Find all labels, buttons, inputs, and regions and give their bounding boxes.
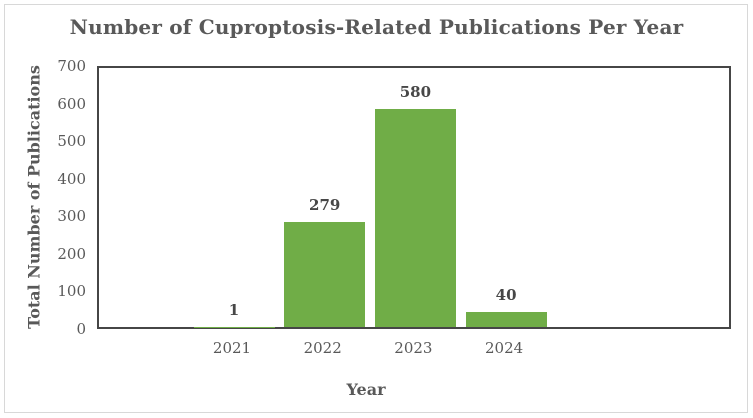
y-tick-label-300: 300 <box>57 207 86 226</box>
y-tick-label-500: 500 <box>57 132 86 151</box>
data-label-2023: 580 <box>399 83 432 102</box>
y-tick-label-700: 700 <box>57 57 86 75</box>
y-tick-label-0: 0 <box>76 320 86 338</box>
x-axis-title: Year <box>346 380 386 399</box>
bar-2024 <box>465 311 547 327</box>
x-tick-label-2024: 2024 <box>485 339 524 357</box>
bar-2022 <box>284 222 366 327</box>
plot-area: 1 279 580 40 <box>97 66 731 329</box>
data-label-2024: 40 <box>495 285 517 304</box>
y-tick-label-600: 600 <box>57 94 86 113</box>
chart-title: Number of Cuproptosis-Related Publicatio… <box>69 15 684 39</box>
x-tick-label-2021: 2021 <box>212 339 252 357</box>
x-tick-label-2023: 2023 <box>394 339 433 357</box>
y-tick-label-400: 400 <box>57 169 86 188</box>
x-tick-label-2022: 2022 <box>303 339 342 357</box>
data-label-2021: 1 <box>228 300 240 319</box>
bar-2023 <box>374 109 456 327</box>
y-tick-label-100: 100 <box>57 282 86 301</box>
x-axis-tick-labels: 2021 2022 2023 2024 <box>97 339 731 359</box>
y-tick-label-200: 200 <box>57 244 86 263</box>
y-axis-tick-labels: 0 100 200 300 400 500 600 700 <box>0 57 86 338</box>
data-label-2022: 279 <box>309 196 341 215</box>
